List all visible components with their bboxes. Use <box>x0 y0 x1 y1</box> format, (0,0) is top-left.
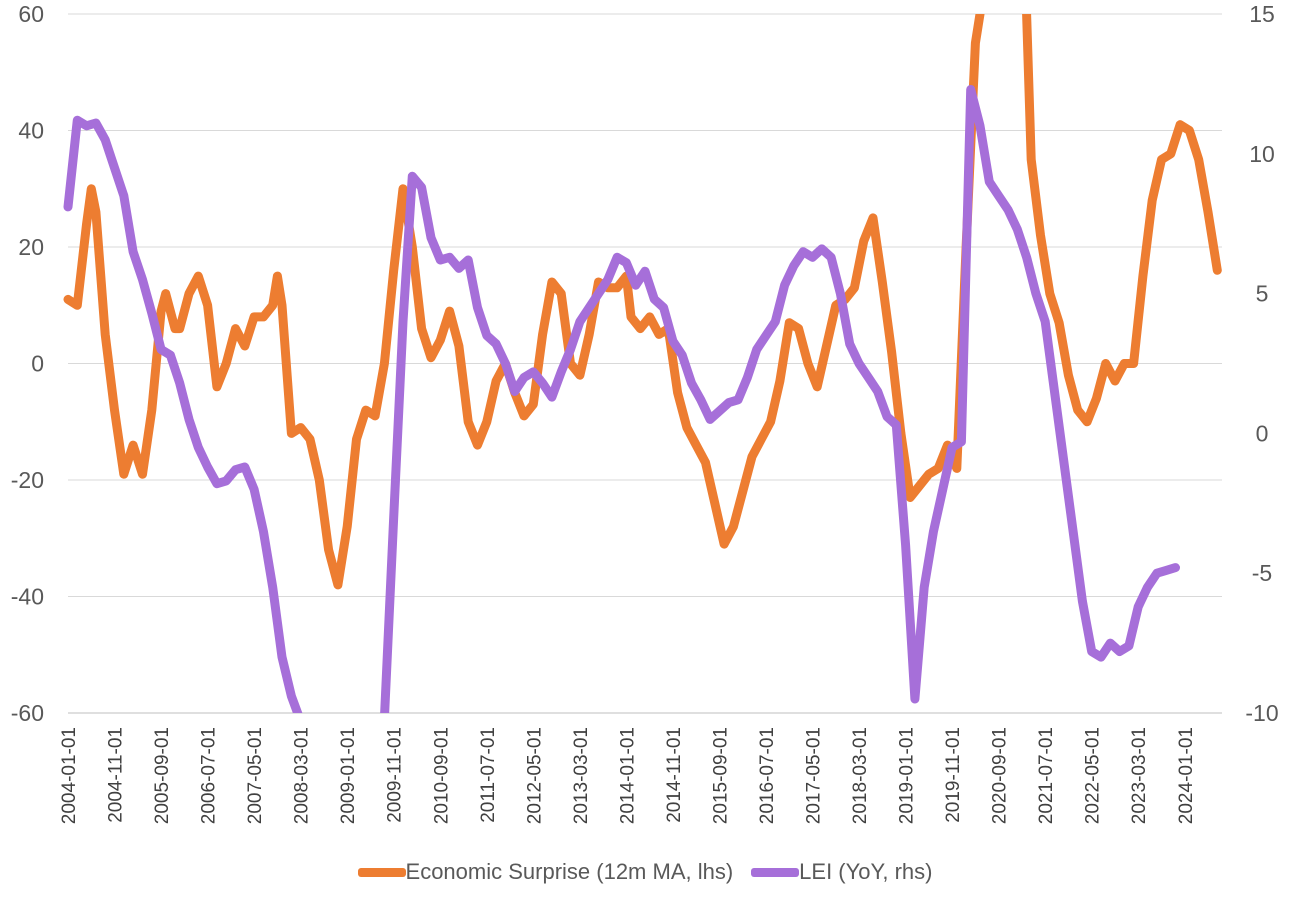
gridlines <box>68 13 1222 714</box>
right-tick-label: 15 <box>1249 1 1275 27</box>
left-tick-label: -40 <box>11 584 44 610</box>
x-tick-label: 2013-03-01 <box>571 727 592 824</box>
left-tick-label: -60 <box>11 700 44 726</box>
right-tick-label: -5 <box>1252 560 1272 586</box>
right-tick-label: 5 <box>1256 281 1269 307</box>
x-tick-label: 2021-07-01 <box>1036 727 1057 824</box>
right-tick-label: 0 <box>1256 420 1269 446</box>
x-tick-label: 2019-01-01 <box>897 727 918 824</box>
legend-swatch-orange <box>357 867 406 877</box>
left-axis: 60 40 20 0 -20 -40 -60 <box>11 1 44 726</box>
x-tick-label: 2022-05-01 <box>1083 727 1104 824</box>
left-tick-label: 60 <box>18 1 44 27</box>
x-tick-label: 2014-01-01 <box>617 727 638 824</box>
x-tick-label: 2017-05-01 <box>804 727 825 824</box>
x-tick-label: 2005-09-01 <box>152 727 173 824</box>
legend-label-lei: LEI (YoY, rhs) <box>799 859 933 884</box>
series-line-lei-0 <box>63 115 303 713</box>
x-tick-label: 2012-05-01 <box>524 727 545 824</box>
x-tick-label: 2007-05-01 <box>245 727 266 824</box>
legend-item-lei: LEI (YoY, rhs) <box>751 859 932 885</box>
right-axis: 15 10 5 0 -5 -10 <box>1245 1 1278 726</box>
right-tick-label: -10 <box>1245 700 1278 726</box>
x-tick-label: 2009-01-01 <box>338 727 359 824</box>
right-tick-label: 10 <box>1249 141 1275 167</box>
x-tick-label: 2016-07-01 <box>757 727 778 824</box>
series-line-economic-surprise-1 <box>1022 14 1222 427</box>
legend-item-economic-surprise: Economic Surprise (12m MA, lhs) <box>357 859 734 885</box>
x-tick-label: 2014-11-01 <box>664 727 685 823</box>
left-tick-label: -20 <box>11 467 44 493</box>
legend: Economic Surprise (12m MA, lhs) LEI (YoY… <box>0 852 1290 892</box>
x-tick-label: 2009-11-01 <box>385 727 406 823</box>
x-tick-label: 2019-11-01 <box>943 727 964 823</box>
x-tick-label: 2023-03-01 <box>1129 727 1150 824</box>
x-tick-label: 2004-01-01 <box>59 727 80 824</box>
series-layer <box>63 14 1222 713</box>
x-tick-label: 2018-03-01 <box>850 727 871 824</box>
series-line-lei-1 <box>380 85 1180 713</box>
x-tick-label: 2008-03-01 <box>292 727 313 824</box>
x-axis: 2004-01-01 2004-11-01 2005-09-01 2006-07-01… <box>59 727 1197 824</box>
x-tick-label: 2010-09-01 <box>431 727 452 824</box>
left-tick-label: 0 <box>31 351 44 377</box>
x-tick-label: 2015-09-01 <box>710 727 731 824</box>
x-tick-label: 2011-07-01 <box>478 727 499 823</box>
x-tick-label: 2020-09-01 <box>990 727 1011 824</box>
legend-swatch-purple <box>751 867 800 877</box>
left-tick-label: 20 <box>18 234 44 260</box>
left-tick-label: 40 <box>18 118 44 144</box>
legend-label-economic-surprise: Economic Surprise (12m MA, lhs) <box>405 859 734 884</box>
x-tick-label: 2006-07-01 <box>199 727 220 824</box>
x-tick-label: 2024-01-01 <box>1176 727 1197 824</box>
x-tick-label: 2004-11-01 <box>106 727 127 823</box>
